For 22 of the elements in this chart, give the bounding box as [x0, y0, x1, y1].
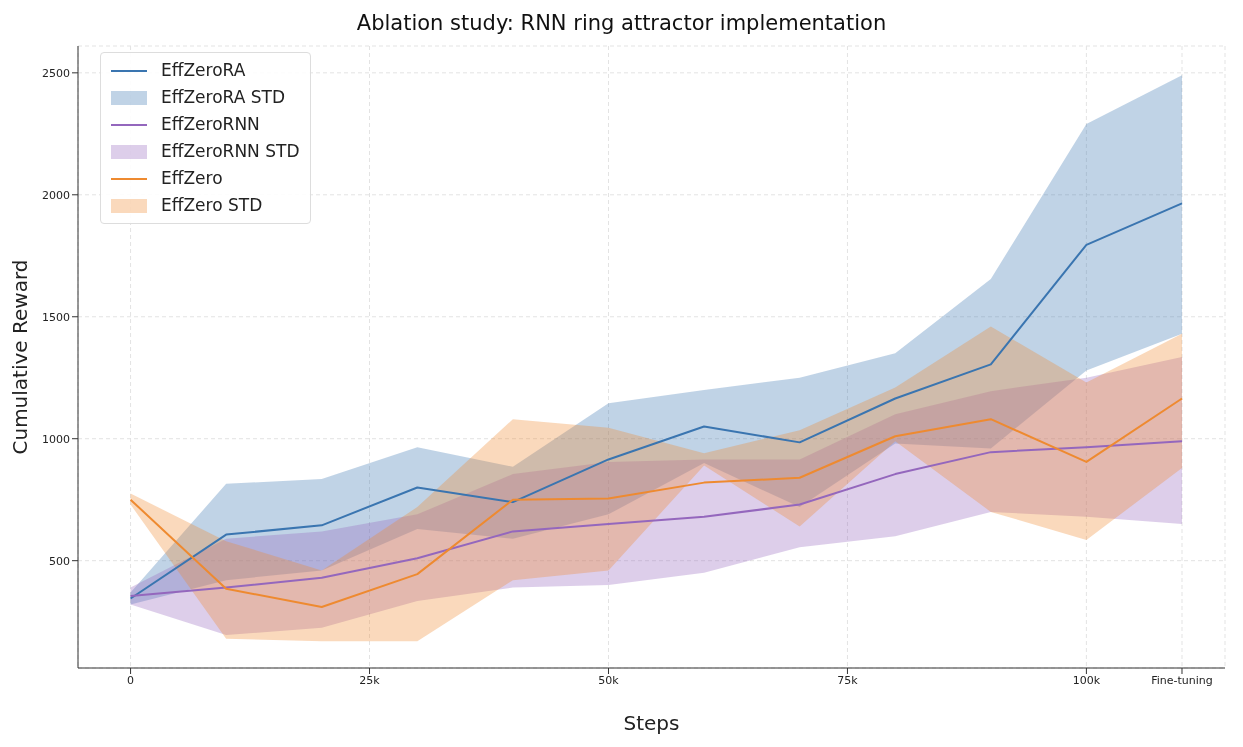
- y-axis-title: Cumulative Reward: [8, 259, 33, 455]
- annotation: EffZeroRA STD: [161, 86, 285, 109]
- y-tick-label: 2500: [42, 66, 70, 80]
- y-tick-label: 500: [49, 554, 70, 568]
- line-series: [129, 397, 1183, 609]
- x-tick-label: 100k: [1072, 673, 1101, 687]
- line-series: [129, 440, 1183, 598]
- annotation: EffZeroRNN STD: [161, 140, 300, 163]
- x-tick-label: Fine-tuning: [1151, 673, 1213, 687]
- x-tick-label: 75k: [837, 673, 859, 687]
- legend-label: EffZero: [161, 167, 223, 190]
- x-tick-label: 50k: [598, 673, 620, 687]
- legend-label: EffZeroRA: [161, 59, 246, 82]
- legend-label: EffZeroRNN: [161, 113, 260, 136]
- y-tick-label: 1000: [42, 432, 70, 446]
- x-tick-label: 0: [127, 673, 135, 687]
- y-tick-label: 1500: [42, 310, 70, 324]
- x-axis-title: Steps: [623, 711, 680, 735]
- x-tick-label: 25k: [359, 673, 381, 687]
- annotation: EffZero STD: [161, 194, 263, 217]
- chart-title: Ablation study: RNN ring attractor implementation: [355, 10, 888, 37]
- y-tick-label: 2000: [42, 188, 70, 202]
